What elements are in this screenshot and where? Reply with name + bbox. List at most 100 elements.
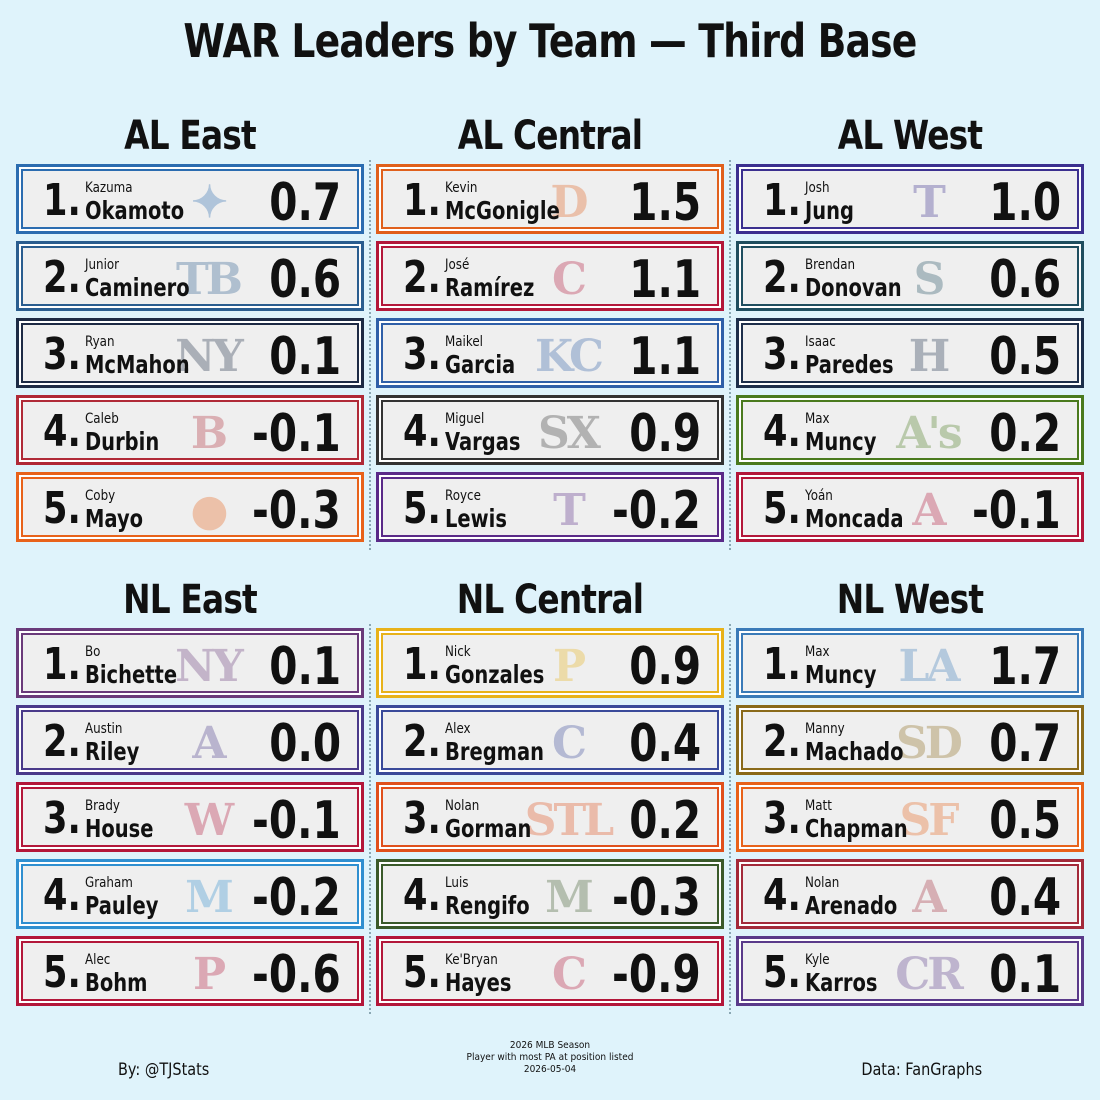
player-war-value: -0.3 [252, 481, 341, 537]
player-first-name: Alec [85, 952, 111, 968]
player-rank: 5. [403, 483, 441, 534]
player-card: NY 1. Bo Bichette 0.1 [16, 628, 364, 698]
player-rank: 2. [43, 252, 81, 303]
player-first-name: Max [805, 411, 830, 427]
player-rank: 1. [403, 639, 441, 690]
team-logo-icon: C [551, 948, 587, 1000]
player-card-body: NY 3. Ryan McMahon 0.1 [21, 323, 359, 383]
team-logo-icon: NY [175, 330, 244, 382]
player-last-name: House [85, 814, 154, 843]
player-card-body: LA 1. Max Muncy 1.7 [741, 633, 1079, 693]
player-war-value: 0.7 [269, 173, 341, 229]
column-divider [369, 160, 371, 550]
player-card: T 5. Royce Lewis -0.2 [376, 472, 724, 542]
player-first-name: Kevin [445, 180, 478, 196]
player-first-name: Ryan [85, 334, 115, 350]
player-card-body: H 3. Isaac Paredes 0.5 [741, 323, 1079, 383]
player-rank: 2. [763, 252, 801, 303]
player-rank: 2. [763, 716, 801, 767]
team-logo-icon: W [184, 794, 234, 846]
player-rank: 5. [43, 947, 81, 998]
player-war-value: 1.7 [989, 637, 1061, 693]
team-logo-icon: C [551, 717, 587, 769]
player-rank: 4. [43, 406, 81, 457]
player-war-value: -0.2 [612, 481, 701, 537]
player-card-body: P 5. Alec Bohm -0.6 [21, 941, 359, 1001]
player-card-body: NY 1. Bo Bichette 0.1 [21, 633, 359, 693]
player-card-body: A 5. Yoán Moncada -0.1 [741, 477, 1079, 537]
player-card: C 2. José Ramírez 1.1 [376, 241, 724, 311]
player-war-value: -0.2 [252, 868, 341, 924]
footer-note: 2026-05-04 [523, 1064, 577, 1075]
player-first-name: Luis [445, 875, 469, 891]
team-logo-icon: P [192, 948, 226, 1000]
player-card: A's 4. Max Muncy 0.2 [736, 395, 1084, 465]
player-rank: 4. [403, 870, 441, 921]
player-card-body: T 5. Royce Lewis -0.2 [381, 477, 719, 537]
division-title: NL Central [456, 577, 644, 623]
player-card-body: C 2. José Ramírez 1.1 [381, 246, 719, 306]
player-war-value: 0.6 [989, 250, 1061, 306]
player-last-name: Bregman [445, 737, 545, 766]
player-war-value: -0.1 [252, 791, 341, 847]
player-rank: 4. [403, 406, 441, 457]
player-card-body: ✦ 1. Kazuma Okamoto 0.7 [21, 169, 359, 229]
player-card: H 3. Isaac Paredes 0.5 [736, 318, 1084, 388]
team-logo-icon: CR [895, 948, 964, 1000]
player-war-value: -0.1 [972, 481, 1061, 537]
player-last-name: Caminero [85, 273, 190, 302]
player-rank: 2. [43, 716, 81, 767]
team-logo-icon: A [912, 871, 946, 923]
player-last-name: Pauley [85, 891, 159, 920]
team-logo-icon: STL [524, 794, 614, 846]
credit-author: By: @TJStats [118, 1060, 210, 1080]
player-card-body: TB 2. Junior Caminero 0.6 [21, 246, 359, 306]
player-last-name: McGonigle [445, 196, 560, 225]
player-rank: 4. [763, 870, 801, 921]
division-nl-east: NL East NY 1. Bo Bichette 0.1 A 2. Austin Riley 0.… [16, 572, 364, 1013]
team-logo-icon: NY [175, 640, 244, 692]
player-war-value: 0.2 [629, 791, 701, 847]
player-card: SF 3. Matt Chapman 0.5 [736, 782, 1084, 852]
division-title: NL East [123, 577, 258, 623]
player-war-value: -0.9 [612, 945, 701, 1001]
division-al-east: AL East ✦ 1. Kazuma Okamoto 0.7 TB 2. Junior Cami… [16, 108, 364, 549]
player-card-body: KC 3. Maikel Garcia 1.1 [381, 323, 719, 383]
player-rank: 5. [763, 483, 801, 534]
player-card-body: C 2. Alex Bregman 0.4 [381, 710, 719, 770]
team-logo-icon: S [913, 253, 946, 305]
team-logo-icon: P [552, 640, 586, 692]
player-first-name: Miguel [445, 411, 485, 427]
player-first-name: Nolan [805, 875, 840, 891]
team-logo-icon: KC [534, 330, 604, 382]
player-first-name: Royce [445, 488, 481, 504]
division-nl-central: NL Central P 1. Nick Gonzales 0.9 C 2. Alex Bregm… [376, 572, 724, 1013]
player-card: D 1. Kevin McGonigle 1.5 [376, 164, 724, 234]
player-rank: 3. [403, 329, 441, 380]
player-war-value: 0.1 [269, 637, 341, 693]
player-last-name: Karros [805, 968, 878, 997]
player-war-value: 0.1 [269, 327, 341, 383]
team-logo-icon: B [190, 407, 228, 459]
page-title: WAR Leaders by Team — Third Base [183, 14, 917, 68]
team-logo-icon: TB [176, 253, 243, 305]
player-first-name: Kyle [805, 952, 830, 968]
player-last-name: Gorman [445, 814, 532, 843]
team-logo-icon: SX [538, 407, 601, 459]
player-rank: 5. [43, 483, 81, 534]
player-card: B 4. Caleb Durbin -0.1 [16, 395, 364, 465]
team-logo-icon: T [553, 484, 586, 536]
player-card: C 2. Alex Bregman 0.4 [376, 705, 724, 775]
player-rank: 5. [403, 947, 441, 998]
player-card: A 4. Nolan Arenado 0.4 [736, 859, 1084, 929]
player-card: A 5. Yoán Moncada -0.1 [736, 472, 1084, 542]
team-logo-icon: ● [190, 484, 228, 536]
team-logo-icon: SF [899, 794, 959, 846]
team-logo-icon: C [551, 253, 587, 305]
player-rank: 3. [763, 329, 801, 380]
player-card-body: S 2. Brendan Donovan 0.6 [741, 246, 1079, 306]
player-war-value: 0.6 [269, 250, 341, 306]
player-first-name: Nick [445, 644, 471, 660]
player-card-body: A's 4. Max Muncy 0.2 [741, 400, 1079, 460]
player-card-body: M 4. Graham Pauley -0.2 [21, 864, 359, 924]
